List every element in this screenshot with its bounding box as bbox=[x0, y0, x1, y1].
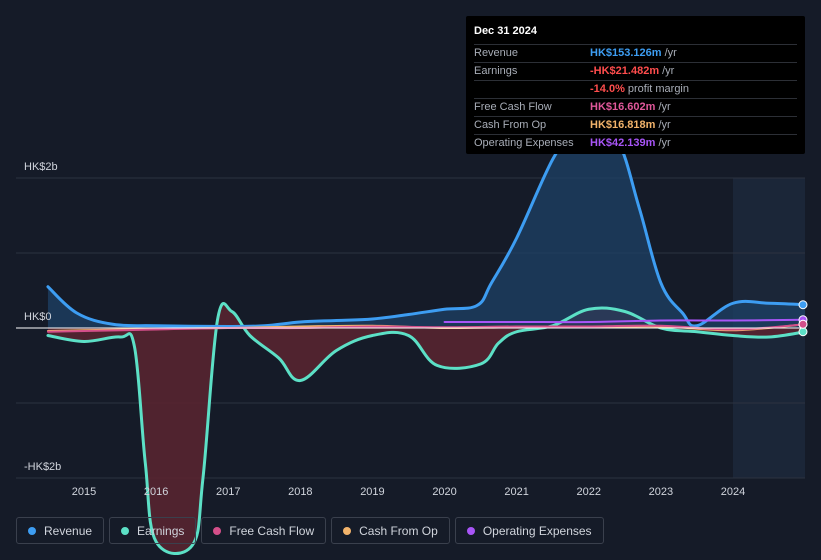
series-line-free-cash-flow bbox=[46, 323, 807, 333]
tooltip-row-suffix: /yr bbox=[664, 47, 677, 59]
x-tick-label: 2017 bbox=[216, 486, 240, 498]
x-tick-label: 2018 bbox=[288, 486, 312, 498]
legend-label: Free Cash Flow bbox=[229, 523, 315, 538]
tooltip-row-label: Earnings bbox=[474, 65, 518, 77]
tooltip-row-label: Free Cash Flow bbox=[474, 101, 552, 113]
tooltip-row-value: HK$16.818m bbox=[590, 119, 656, 131]
tooltip-row: -14.0% profit margin bbox=[474, 81, 797, 99]
end-dot-earnings bbox=[798, 327, 808, 337]
tooltip-row: Revenue HK$153.126m/yr bbox=[474, 45, 797, 63]
legend: Revenue Earnings Free Cash Flow Cash From O… bbox=[16, 517, 604, 546]
x-tick-label: 2020 bbox=[432, 486, 456, 498]
tooltip-row-label: Revenue bbox=[474, 47, 519, 59]
legend-item-free-cash-flow[interactable]: Free Cash Flow bbox=[201, 517, 327, 544]
tooltip-row-suffix: /yr bbox=[658, 137, 671, 149]
legend-item-earnings[interactable]: Earnings bbox=[109, 517, 197, 544]
tooltip-rows: Revenue HK$153.126m/yr Earnings -HK$21.482m… bbox=[474, 45, 797, 152]
tooltip-row-label: Operating Expenses bbox=[474, 137, 574, 149]
legend-item-cash-from-op[interactable]: Cash From Op bbox=[331, 517, 450, 544]
legend-item-revenue[interactable]: Revenue bbox=[16, 517, 105, 544]
tooltip-row-value: HK$42.139m bbox=[590, 137, 656, 149]
y-tick-label: HK$2b bbox=[24, 161, 58, 173]
tooltip-row-suffix: /yr bbox=[658, 101, 671, 113]
series-line-operating-expenses bbox=[443, 318, 807, 324]
tooltip-row: Earnings -HK$21.482m/yr bbox=[474, 63, 797, 81]
y-tick-label: HK$0 bbox=[24, 311, 52, 323]
tooltip-row-value: -HK$21.482m bbox=[590, 65, 660, 77]
x-tick-label: 2019 bbox=[360, 486, 384, 498]
tooltip-row-suffix: /yr bbox=[662, 65, 675, 77]
x-tick-label: 2024 bbox=[721, 486, 745, 498]
legend-label: Operating Expenses bbox=[482, 523, 592, 538]
y-axis-labels: HK$2b HK$0 -HK$2b bbox=[24, 161, 61, 473]
series-line-revenue bbox=[46, 118, 807, 329]
series-fill-revenue bbox=[47, 120, 806, 329]
legend-dot-icon bbox=[121, 526, 130, 535]
x-tick-label: 2015 bbox=[72, 486, 96, 498]
tooltip-row-suffix: profit margin bbox=[627, 83, 689, 95]
y-tick-label: -HK$2b bbox=[24, 461, 61, 473]
x-tick-label: 2016 bbox=[144, 486, 168, 498]
legend-label: Earnings bbox=[137, 523, 185, 538]
tooltip-row-label bbox=[474, 81, 590, 98]
tooltip-date: Dec 31 2024 bbox=[474, 24, 797, 45]
tooltip-row-value: HK$153.126m bbox=[590, 47, 662, 59]
x-tick-label: 2023 bbox=[649, 486, 673, 498]
tooltip-row-value: HK$16.602m bbox=[590, 101, 656, 113]
tooltip-row: Cash From Op HK$16.818m/yr bbox=[474, 117, 797, 135]
tooltip-row-label: Cash From Op bbox=[474, 119, 547, 131]
legend-dot-icon bbox=[466, 526, 475, 535]
series-lines bbox=[46, 118, 807, 555]
legend-dot-icon bbox=[213, 526, 222, 535]
x-tick-label: 2021 bbox=[504, 486, 528, 498]
x-tick-label: 2022 bbox=[577, 486, 601, 498]
series-line-earnings bbox=[46, 302, 807, 555]
series-end-dots bbox=[798, 300, 808, 337]
legend-dot-icon bbox=[28, 526, 36, 535]
legend-dot-icon bbox=[343, 526, 352, 535]
legend-label: Cash From Op bbox=[359, 523, 438, 538]
legend-label: Revenue bbox=[44, 523, 93, 538]
x-axis-labels: 2015 2016 2017 2018 2019 2020 2021 2022 2023 2024 bbox=[72, 486, 745, 498]
tooltip-row-value: -14.0% bbox=[590, 83, 625, 95]
legend-item-operating-expenses[interactable]: Operating Expenses bbox=[454, 517, 604, 544]
end-dot-free-cash-flow bbox=[798, 319, 808, 329]
tooltip-row: Free Cash Flow HK$16.602m/yr bbox=[474, 99, 797, 117]
tooltip: Dec 31 2024 Revenue HK$153.126m/yr Earning… bbox=[466, 16, 805, 154]
tooltip-row-suffix: /yr bbox=[658, 119, 671, 131]
end-dot-revenue bbox=[798, 300, 808, 310]
tooltip-row: Operating Expenses HK$42.139m/yr bbox=[474, 135, 797, 152]
